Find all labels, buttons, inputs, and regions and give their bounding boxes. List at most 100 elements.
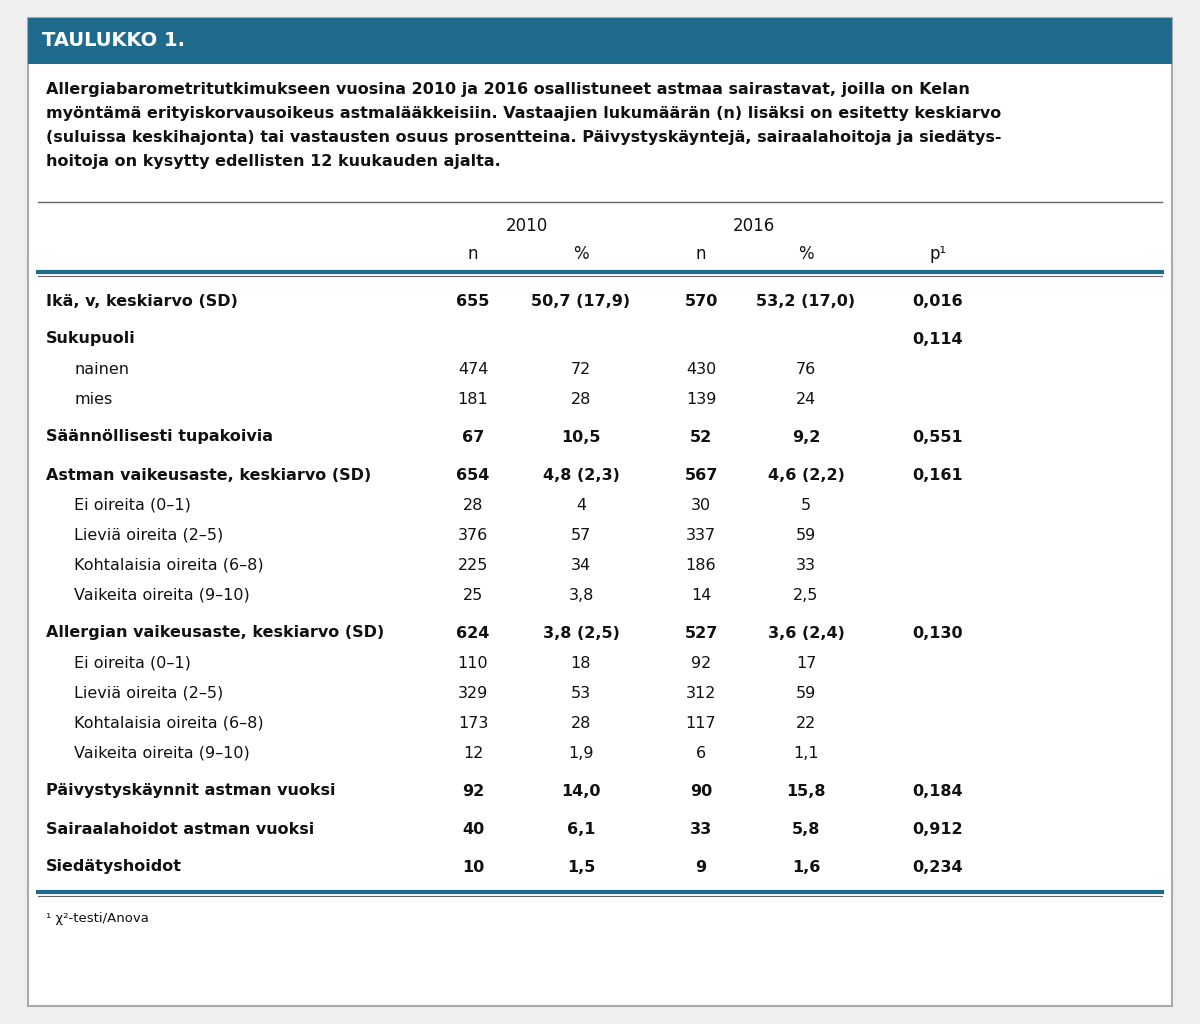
- Text: %: %: [574, 245, 589, 263]
- Text: 53,2 (17,0): 53,2 (17,0): [756, 294, 856, 308]
- Text: 15,8: 15,8: [786, 783, 826, 799]
- Text: 4,6 (2,2): 4,6 (2,2): [768, 468, 845, 482]
- Text: 72: 72: [571, 361, 592, 377]
- Text: 30: 30: [691, 498, 712, 512]
- Text: 655: 655: [456, 294, 490, 308]
- Text: 654: 654: [456, 468, 490, 482]
- Text: 22: 22: [796, 716, 816, 730]
- Text: 59: 59: [796, 527, 816, 543]
- Text: 5,8: 5,8: [792, 821, 820, 837]
- Text: 17: 17: [796, 655, 816, 671]
- Text: Kohtalaisia oireita (6–8): Kohtalaisia oireita (6–8): [74, 716, 264, 730]
- Text: n: n: [696, 245, 707, 263]
- Text: 0,130: 0,130: [913, 626, 964, 640]
- Text: Siedätyshoidot: Siedätyshoidot: [46, 859, 182, 874]
- Text: Lieviä oireita (2–5): Lieviä oireita (2–5): [74, 527, 223, 543]
- Text: 53: 53: [571, 685, 592, 700]
- Text: 110: 110: [457, 655, 488, 671]
- Text: 0,551: 0,551: [913, 429, 964, 444]
- Text: hoitoja on kysytty edellisten 12 kuukauden ajalta.: hoitoja on kysytty edellisten 12 kuukaud…: [46, 154, 500, 169]
- Text: Vaikeita oireita (9–10): Vaikeita oireita (9–10): [74, 745, 250, 761]
- Text: 33: 33: [796, 557, 816, 572]
- Text: 10,5: 10,5: [562, 429, 601, 444]
- Text: ¹ χ²-testi/Anova: ¹ χ²-testi/Anova: [46, 912, 149, 925]
- Text: 2010: 2010: [506, 217, 548, 234]
- Text: 4: 4: [576, 498, 586, 512]
- Text: 312: 312: [686, 685, 716, 700]
- Text: 18: 18: [571, 655, 592, 671]
- Text: mies: mies: [74, 391, 113, 407]
- Text: 34: 34: [571, 557, 592, 572]
- Text: 90: 90: [690, 783, 712, 799]
- Text: 0,184: 0,184: [913, 783, 964, 799]
- Text: 6: 6: [696, 745, 706, 761]
- Text: 57: 57: [571, 527, 592, 543]
- Text: 1,5: 1,5: [566, 859, 595, 874]
- Text: 5: 5: [800, 498, 811, 512]
- Text: Sukupuoli: Sukupuoli: [46, 332, 136, 346]
- Text: 9,2: 9,2: [792, 429, 820, 444]
- Text: 139: 139: [686, 391, 716, 407]
- Text: 14,0: 14,0: [562, 783, 601, 799]
- Text: 12: 12: [463, 745, 484, 761]
- Text: 9: 9: [696, 859, 707, 874]
- Text: Säännöllisesti tupakoivia: Säännöllisesti tupakoivia: [46, 429, 274, 444]
- Text: 337: 337: [686, 527, 716, 543]
- Text: 570: 570: [684, 294, 718, 308]
- Text: 3,8 (2,5): 3,8 (2,5): [542, 626, 619, 640]
- Text: (suluissa keskihajonta) tai vastausten osuus prosentteina. Päivystyskäyntejä, sa: (suluissa keskihajonta) tai vastausten o…: [46, 130, 1002, 145]
- Text: 624: 624: [456, 626, 490, 640]
- Text: p¹: p¹: [930, 245, 947, 263]
- Text: 186: 186: [685, 557, 716, 572]
- Text: 40: 40: [462, 821, 484, 837]
- Text: 0,912: 0,912: [913, 821, 964, 837]
- Text: 28: 28: [571, 391, 592, 407]
- Text: 92: 92: [691, 655, 712, 671]
- Text: 329: 329: [458, 685, 488, 700]
- Text: 1,6: 1,6: [792, 859, 820, 874]
- Text: Kohtalaisia oireita (6–8): Kohtalaisia oireita (6–8): [74, 557, 264, 572]
- Text: 0,161: 0,161: [913, 468, 964, 482]
- Text: Päivystyskäynnit astman vuoksi: Päivystyskäynnit astman vuoksi: [46, 783, 336, 799]
- Text: 430: 430: [686, 361, 716, 377]
- Text: 376: 376: [458, 527, 488, 543]
- Text: 4,8 (2,3): 4,8 (2,3): [542, 468, 619, 482]
- Text: %: %: [798, 245, 814, 263]
- Text: 28: 28: [463, 498, 484, 512]
- Text: 0,016: 0,016: [913, 294, 964, 308]
- Bar: [28, 18, 1172, 63]
- Text: 173: 173: [458, 716, 488, 730]
- Text: Allergiabarometritutkimukseen vuosina 2010 ja 2016 osallistuneet astmaa sairasta: Allergiabarometritutkimukseen vuosina 20…: [46, 82, 970, 97]
- Text: 33: 33: [690, 821, 712, 837]
- Text: 117: 117: [685, 716, 716, 730]
- Text: 67: 67: [462, 429, 484, 444]
- Text: 2016: 2016: [732, 217, 775, 234]
- Text: n: n: [468, 245, 479, 263]
- Text: 1,1: 1,1: [793, 745, 818, 761]
- Text: 2,5: 2,5: [793, 588, 818, 602]
- Text: 0,114: 0,114: [913, 332, 964, 346]
- Text: 76: 76: [796, 361, 816, 377]
- Text: Astman vaikeusaste, keskiarvo (SD): Astman vaikeusaste, keskiarvo (SD): [46, 468, 371, 482]
- Text: 25: 25: [463, 588, 484, 602]
- Text: 181: 181: [457, 391, 488, 407]
- Text: Vaikeita oireita (9–10): Vaikeita oireita (9–10): [74, 588, 250, 602]
- Text: Ei oireita (0–1): Ei oireita (0–1): [74, 498, 191, 512]
- Text: nainen: nainen: [74, 361, 130, 377]
- Text: 14: 14: [691, 588, 712, 602]
- Text: 225: 225: [458, 557, 488, 572]
- Text: Ikä, v, keskiarvo (SD): Ikä, v, keskiarvo (SD): [46, 294, 238, 308]
- Text: 3,6 (2,4): 3,6 (2,4): [768, 626, 845, 640]
- Text: 52: 52: [690, 429, 712, 444]
- Text: 527: 527: [684, 626, 718, 640]
- Text: 567: 567: [684, 468, 718, 482]
- Text: 59: 59: [796, 685, 816, 700]
- Text: Lieviä oireita (2–5): Lieviä oireita (2–5): [74, 685, 223, 700]
- Text: myöntämä erityiskorvausoikeus astmalääkkeisiin. Vastaajien lukumäärän (n) lisäks: myöntämä erityiskorvausoikeus astmalääkk…: [46, 106, 1001, 121]
- Text: 6,1: 6,1: [566, 821, 595, 837]
- Text: Allergian vaikeusaste, keskiarvo (SD): Allergian vaikeusaste, keskiarvo (SD): [46, 626, 384, 640]
- Text: 24: 24: [796, 391, 816, 407]
- Text: 474: 474: [458, 361, 488, 377]
- Text: Sairaalahoidot astman vuoksi: Sairaalahoidot astman vuoksi: [46, 821, 314, 837]
- Text: 50,7 (17,9): 50,7 (17,9): [532, 294, 630, 308]
